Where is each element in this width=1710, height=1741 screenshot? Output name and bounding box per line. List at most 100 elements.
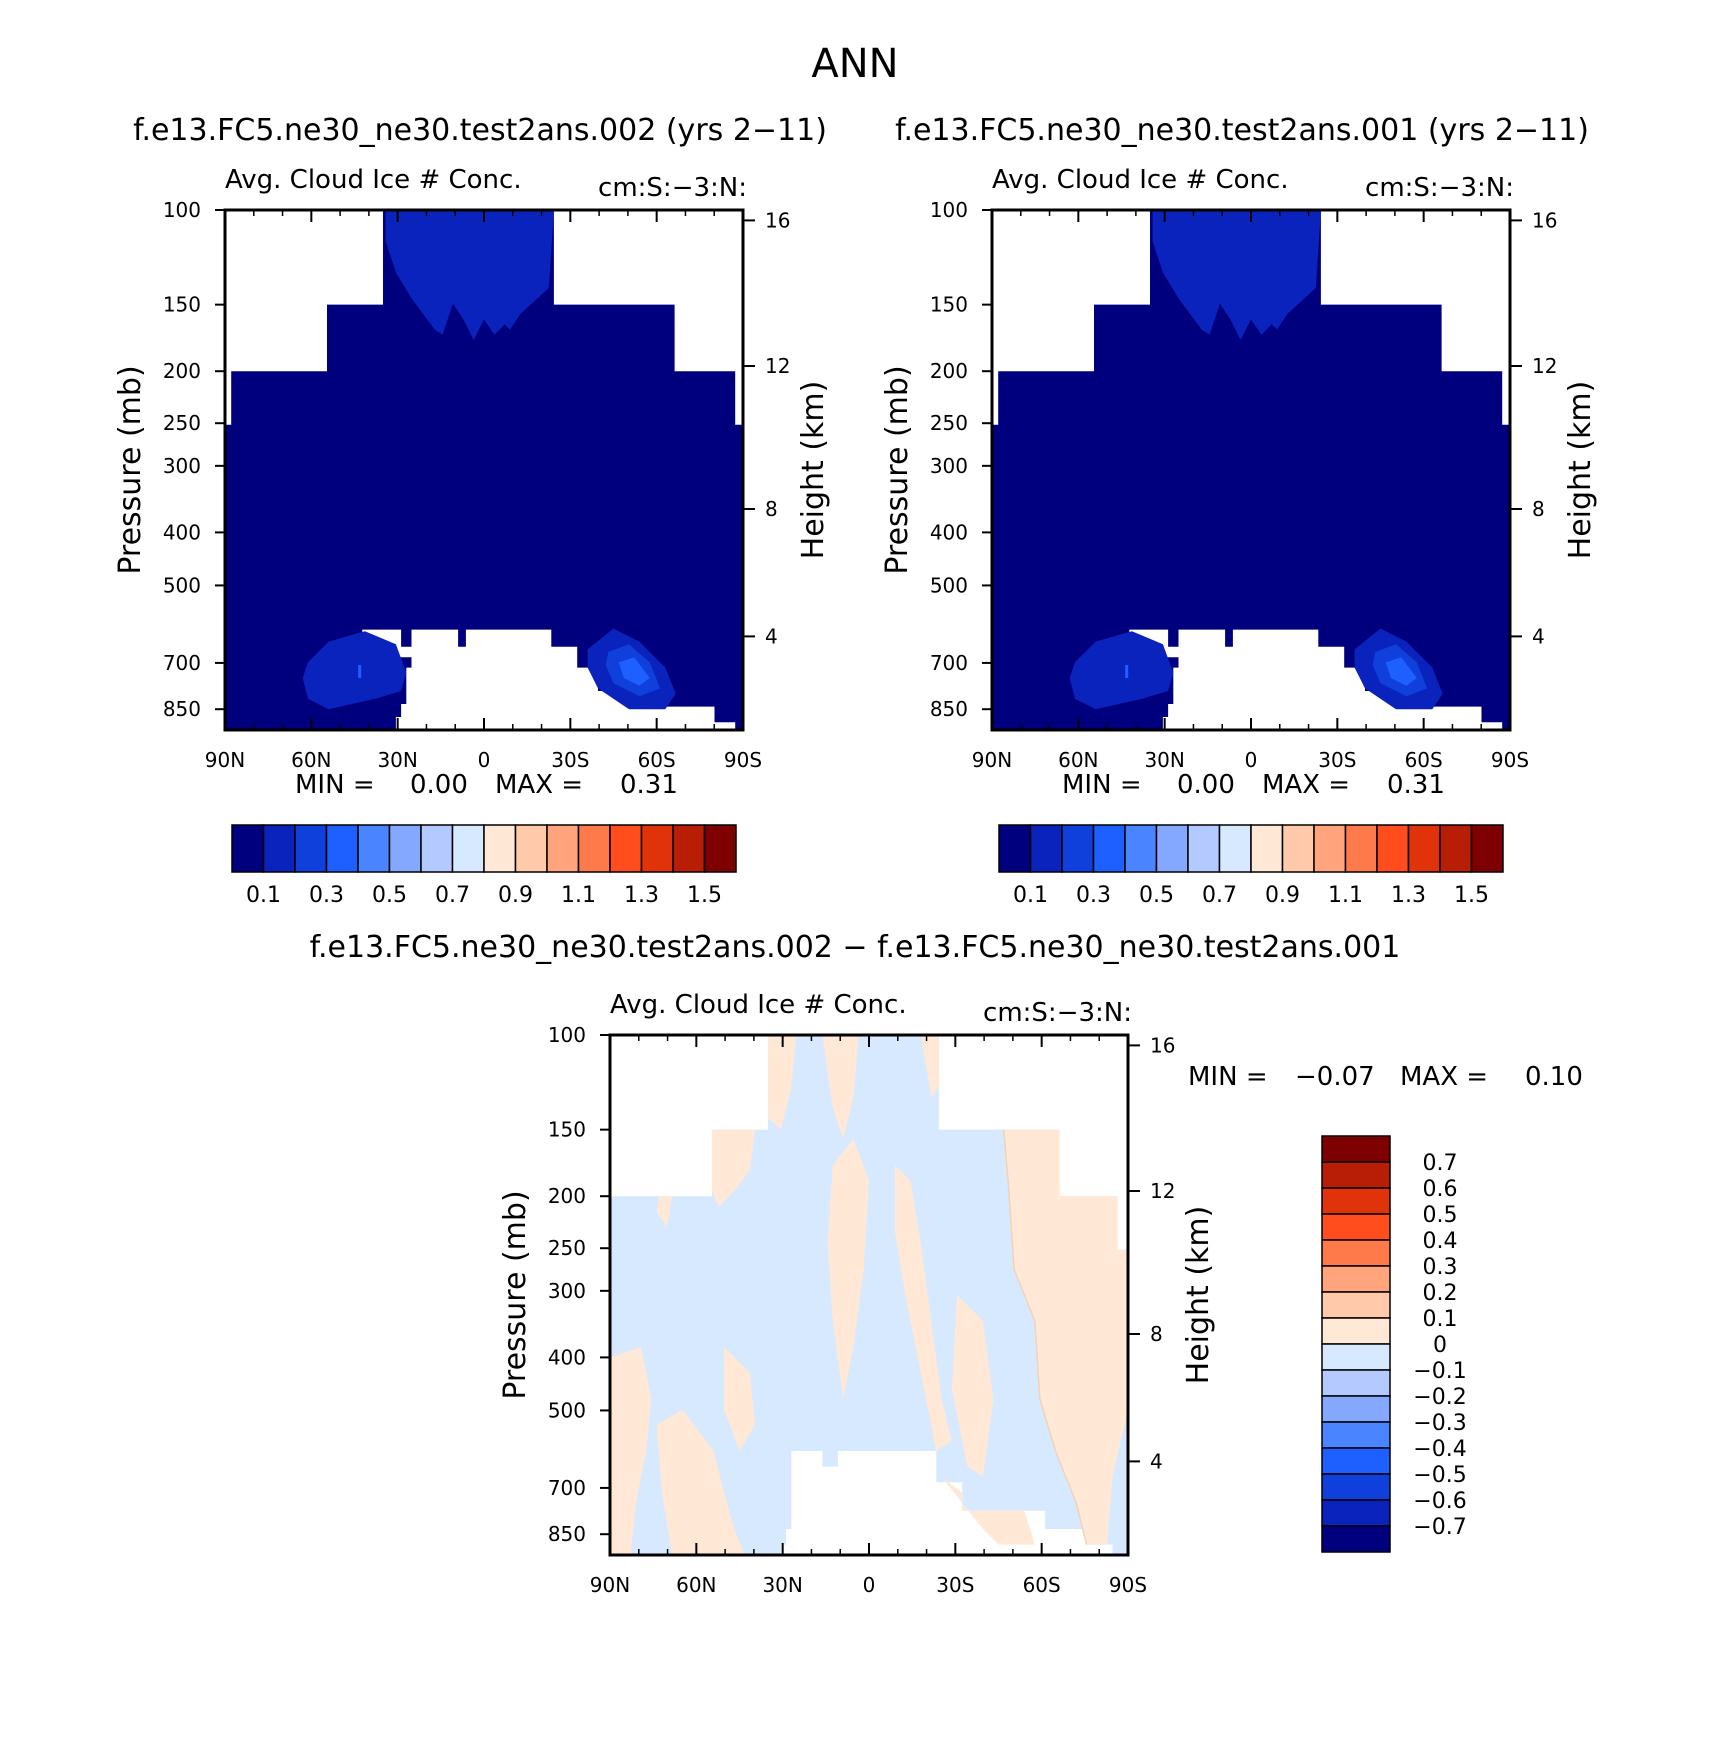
- colorbar-box: [1218, 824, 1252, 873]
- colorbar-box: [609, 824, 643, 873]
- x-tick-label: 60N: [1058, 748, 1098, 772]
- colorbar-label: 1.3: [1391, 883, 1426, 908]
- colorbar-label: 0.1: [246, 883, 281, 908]
- y-tick-label: 200: [548, 1184, 586, 1208]
- south-lowlevel-core: [618, 657, 650, 686]
- y-axis-label: Pressure (mb): [880, 365, 915, 574]
- colorbar-label: 0.4: [1423, 1229, 1458, 1254]
- height-tick-label: 8: [1532, 497, 1545, 521]
- x-tick-label: 30N: [377, 748, 417, 772]
- positive-difference-patch: [941, 1477, 1035, 1545]
- colorbar-box: [262, 824, 296, 873]
- height-tick-label: 12: [765, 354, 790, 378]
- zero-contour: [1002, 1129, 1088, 1545]
- min-label: MIN =: [295, 770, 375, 800]
- colorbar-box: [1124, 824, 1158, 873]
- colorbar-box: [514, 824, 548, 873]
- positive-difference-patch: [768, 1035, 797, 1130]
- y-tick-label: 100: [930, 198, 968, 222]
- y-tick-label: 300: [163, 454, 201, 478]
- colorbar-box: [325, 824, 359, 873]
- upper-maximum-contour: [385, 210, 554, 340]
- colorbar-box: [1321, 1213, 1391, 1241]
- x-tick-label: 90N: [972, 748, 1012, 772]
- height-tick-label: 16: [1150, 1033, 1175, 1057]
- plot-frame: [608, 1033, 1130, 1557]
- colorbar-box: [1407, 824, 1441, 873]
- north-lowlevel-contour: [302, 631, 407, 710]
- max-value: 0.10: [1525, 1062, 1583, 1092]
- variable-title: Avg. Cloud Ice # Conc.: [992, 165, 1289, 195]
- diff-title: f.e13.FC5.ne30_ne30.test2ans.002 − f.e13…: [310, 930, 1401, 965]
- x-tick-label: 30N: [762, 1573, 802, 1597]
- north-lowlevel-contour: [1069, 631, 1174, 710]
- y-tick-label: 500: [548, 1398, 586, 1422]
- height-tick-label: 4: [1150, 1449, 1163, 1473]
- colorbar-label: 1.1: [1328, 883, 1363, 908]
- colorbar-box: [1321, 1499, 1391, 1527]
- y-axis-label: Pressure (mb): [113, 365, 148, 574]
- min-label: MIN =: [1062, 770, 1142, 800]
- units-label: cm:S:−3:N:: [598, 173, 747, 203]
- x-tick-label: 60S: [1405, 748, 1443, 772]
- colorbar-box: [1321, 1343, 1391, 1371]
- case-title-left: f.e13.FC5.ne30_ne30.test2ans.002 (yrs 2−…: [133, 113, 827, 148]
- variable-title: Avg. Cloud Ice # Conc.: [610, 990, 907, 1020]
- colorbar-box: [1321, 1447, 1391, 1475]
- height-tick-label: 16: [765, 208, 790, 232]
- y-tick-label: 100: [548, 1023, 586, 1047]
- y-tick-label: 500: [930, 573, 968, 597]
- y-tick-label: 700: [930, 651, 968, 675]
- colorbar-box: [1321, 1473, 1391, 1501]
- colorbar-box: [1321, 1317, 1391, 1345]
- colorbar-box: [1321, 1525, 1391, 1553]
- y-tick-label: 850: [548, 1522, 586, 1546]
- y-tick-label: 500: [163, 573, 201, 597]
- x-tick-label: 0: [1245, 748, 1258, 772]
- right-axis-label: Height (km): [1181, 1206, 1216, 1385]
- colorbar-box: [1321, 1291, 1391, 1319]
- colorbar-box: [1155, 824, 1189, 873]
- colorbar-box: [294, 824, 328, 873]
- y-tick-label: 200: [163, 359, 201, 383]
- positive-difference-patch: [656, 1409, 745, 1555]
- colorbar-label: −0.1: [1413, 1359, 1466, 1384]
- colorbar-label: 0.3: [309, 883, 344, 908]
- colorbar-box: [1321, 1135, 1391, 1163]
- height-tick-label: 12: [1532, 354, 1557, 378]
- colorbar-box: [703, 824, 737, 873]
- colorbar-box: [1321, 1239, 1391, 1267]
- colorbar-label: −0.7: [1413, 1515, 1466, 1540]
- positive-difference-patch: [827, 1139, 869, 1399]
- colorbar-label: 0: [1433, 1333, 1447, 1358]
- colorbar-box: [1281, 824, 1315, 873]
- y-tick-label: 250: [548, 1236, 586, 1260]
- y-tick-label: 150: [548, 1118, 586, 1142]
- y-tick-label: 150: [930, 293, 968, 317]
- units-label: cm:S:−3:N:: [983, 998, 1132, 1028]
- colorbar-box: [640, 824, 674, 873]
- colorbar-label: 0.1: [1423, 1307, 1458, 1332]
- positive-difference-patch: [1003, 1129, 1128, 1545]
- colorbar-box: [672, 824, 706, 873]
- positive-difference-patch: [822, 1035, 859, 1139]
- y-tick-label: 850: [930, 697, 968, 721]
- colorbar-label: −0.3: [1413, 1411, 1466, 1436]
- max-label: MAX =: [495, 770, 583, 800]
- colorbar-box: [1321, 1395, 1391, 1423]
- cloud-ice-field: [225, 210, 743, 730]
- colorbar-label: 1.3: [624, 883, 659, 908]
- colorbar-box: [1321, 1369, 1391, 1397]
- max-value: 0.31: [1387, 770, 1445, 800]
- colorbar-label: −0.4: [1413, 1437, 1466, 1462]
- panel-case-001: 90N 60N 30N 0 30S 60S 90S 100 150 200 250 300 400 500…: [880, 165, 1598, 908]
- colorbar-box: [231, 824, 265, 873]
- colorbar-label: 0.2: [1423, 1281, 1458, 1306]
- x-tick-label: 90N: [590, 1573, 630, 1597]
- colorbar-box: [388, 824, 422, 873]
- figure-title: ANN: [811, 41, 898, 87]
- colorbar-box: [1321, 1161, 1391, 1189]
- south-lowlevel-core: [1385, 657, 1417, 686]
- colorbar-box: [357, 824, 391, 873]
- max-value: 0.31: [620, 770, 678, 800]
